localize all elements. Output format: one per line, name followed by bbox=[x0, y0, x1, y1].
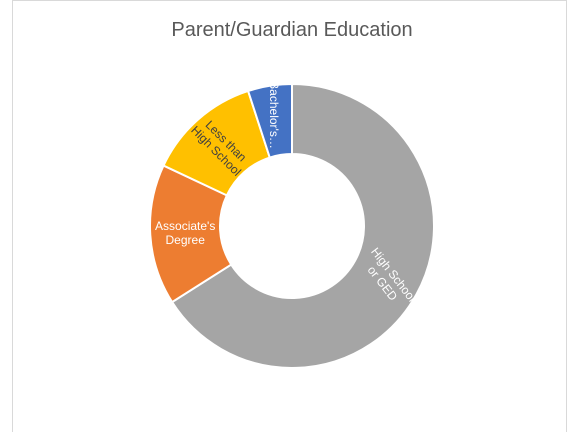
donut-segment bbox=[170, 82, 435, 369]
segment-label: Associate's Degree bbox=[155, 218, 216, 247]
segment-label: Bachelor's… bbox=[267, 81, 282, 150]
chart-title: Parent/Guardian Education bbox=[171, 19, 412, 41]
donut-segment bbox=[246, 82, 293, 159]
